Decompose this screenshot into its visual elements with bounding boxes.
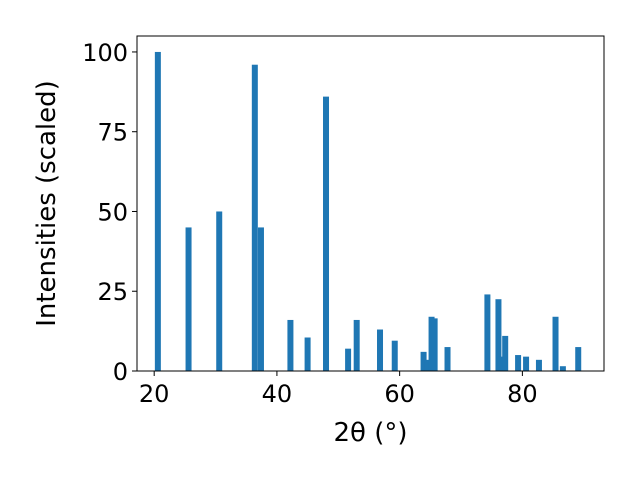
bar xyxy=(216,211,223,371)
bar xyxy=(154,51,161,371)
bar xyxy=(552,316,559,371)
bar xyxy=(484,294,491,371)
x-tick-label: 60 xyxy=(384,380,415,408)
bar xyxy=(575,347,582,371)
x-tick-label: 80 xyxy=(507,380,538,408)
bar xyxy=(323,96,330,372)
bar xyxy=(428,316,435,371)
bar xyxy=(251,64,258,372)
bar xyxy=(353,319,360,371)
bar xyxy=(287,319,294,371)
x-ticks-group: 20 40 60 80 xyxy=(139,371,538,408)
bar xyxy=(535,359,542,371)
bar xyxy=(515,355,522,371)
bars-group xyxy=(154,51,582,372)
y-tick-label: 75 xyxy=(97,119,128,147)
y-tick-label: 25 xyxy=(97,278,128,306)
bar xyxy=(257,227,264,371)
bar xyxy=(185,227,192,371)
y-axis-label: Intensities (scaled) xyxy=(32,80,62,327)
bar xyxy=(424,359,431,371)
bar xyxy=(495,299,502,371)
bar xyxy=(304,337,311,371)
y-tick-label: 100 xyxy=(82,39,128,67)
y-tick-label: 50 xyxy=(97,198,128,226)
x-axis-label: 2θ (°) xyxy=(333,418,407,448)
y-ticks-group: 0 25 50 75 100 xyxy=(82,39,137,386)
bar xyxy=(377,329,384,371)
bar xyxy=(497,356,504,371)
plot-frame xyxy=(136,35,605,372)
bar xyxy=(391,340,398,371)
bar xyxy=(431,318,438,371)
bar xyxy=(444,347,451,371)
bar xyxy=(345,348,352,371)
x-tick-label: 20 xyxy=(139,380,170,408)
bar xyxy=(420,351,427,371)
bar xyxy=(502,335,509,371)
bar xyxy=(523,356,530,371)
y-tick-label: 0 xyxy=(113,358,128,386)
bar xyxy=(559,366,566,371)
x-tick-label: 40 xyxy=(262,380,293,408)
